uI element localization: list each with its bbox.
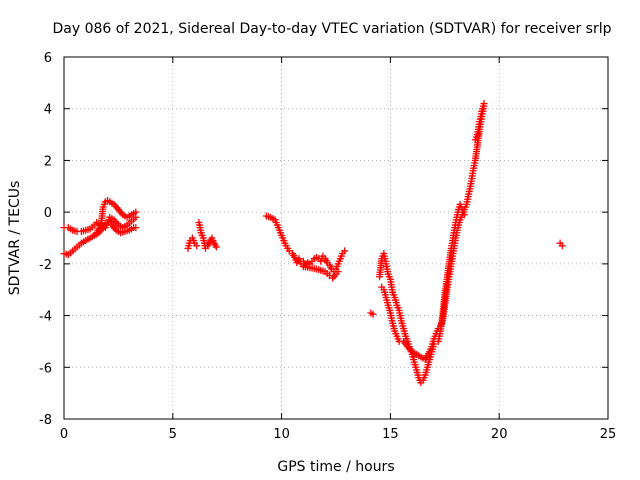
data-point: [460, 211, 468, 219]
y-tick-label: 4: [44, 103, 52, 118]
data-point: [369, 310, 377, 318]
data-point: [334, 268, 342, 276]
axis-ticks: [63, 56, 609, 420]
data-point: [341, 247, 349, 255]
y-tick-label: -8: [39, 413, 52, 428]
x-tick-label: 20: [491, 427, 508, 442]
data-points: [60, 100, 566, 387]
x-tick-label: 0: [60, 427, 68, 442]
y-axis-label: SDTVAR / TECUs: [7, 181, 23, 296]
data-point: [212, 243, 220, 251]
x-tick-label: 10: [273, 427, 290, 442]
data-point: [193, 242, 201, 250]
y-tick-label: -2: [39, 258, 52, 273]
data-point: [480, 100, 488, 108]
data-point: [132, 224, 140, 232]
y-tick-label: -4: [39, 310, 52, 325]
plot-frame: [63, 56, 609, 420]
y-tick-label: 6: [44, 51, 52, 66]
y-tick-label: -6: [39, 361, 52, 376]
x-tick-label: 25: [600, 427, 617, 442]
chart-title: Day 086 of 2021, Sidereal Day-to-day VTE…: [52, 21, 611, 37]
y-tick-label: 0: [44, 206, 52, 221]
data-point: [132, 208, 140, 216]
x-tick-label: 15: [382, 427, 399, 442]
x-tick-label: 5: [169, 427, 177, 442]
x-axis-label: GPS time / hours: [277, 459, 394, 475]
y-axis-tick-labels: -8 -6 -4 -2 0 2 4 6: [39, 51, 52, 428]
grid: [64, 57, 608, 419]
x-axis-tick-labels: 0 5 10 15 20 25: [60, 427, 616, 442]
data-point: [558, 242, 566, 250]
y-tick-label: 2: [44, 154, 52, 169]
